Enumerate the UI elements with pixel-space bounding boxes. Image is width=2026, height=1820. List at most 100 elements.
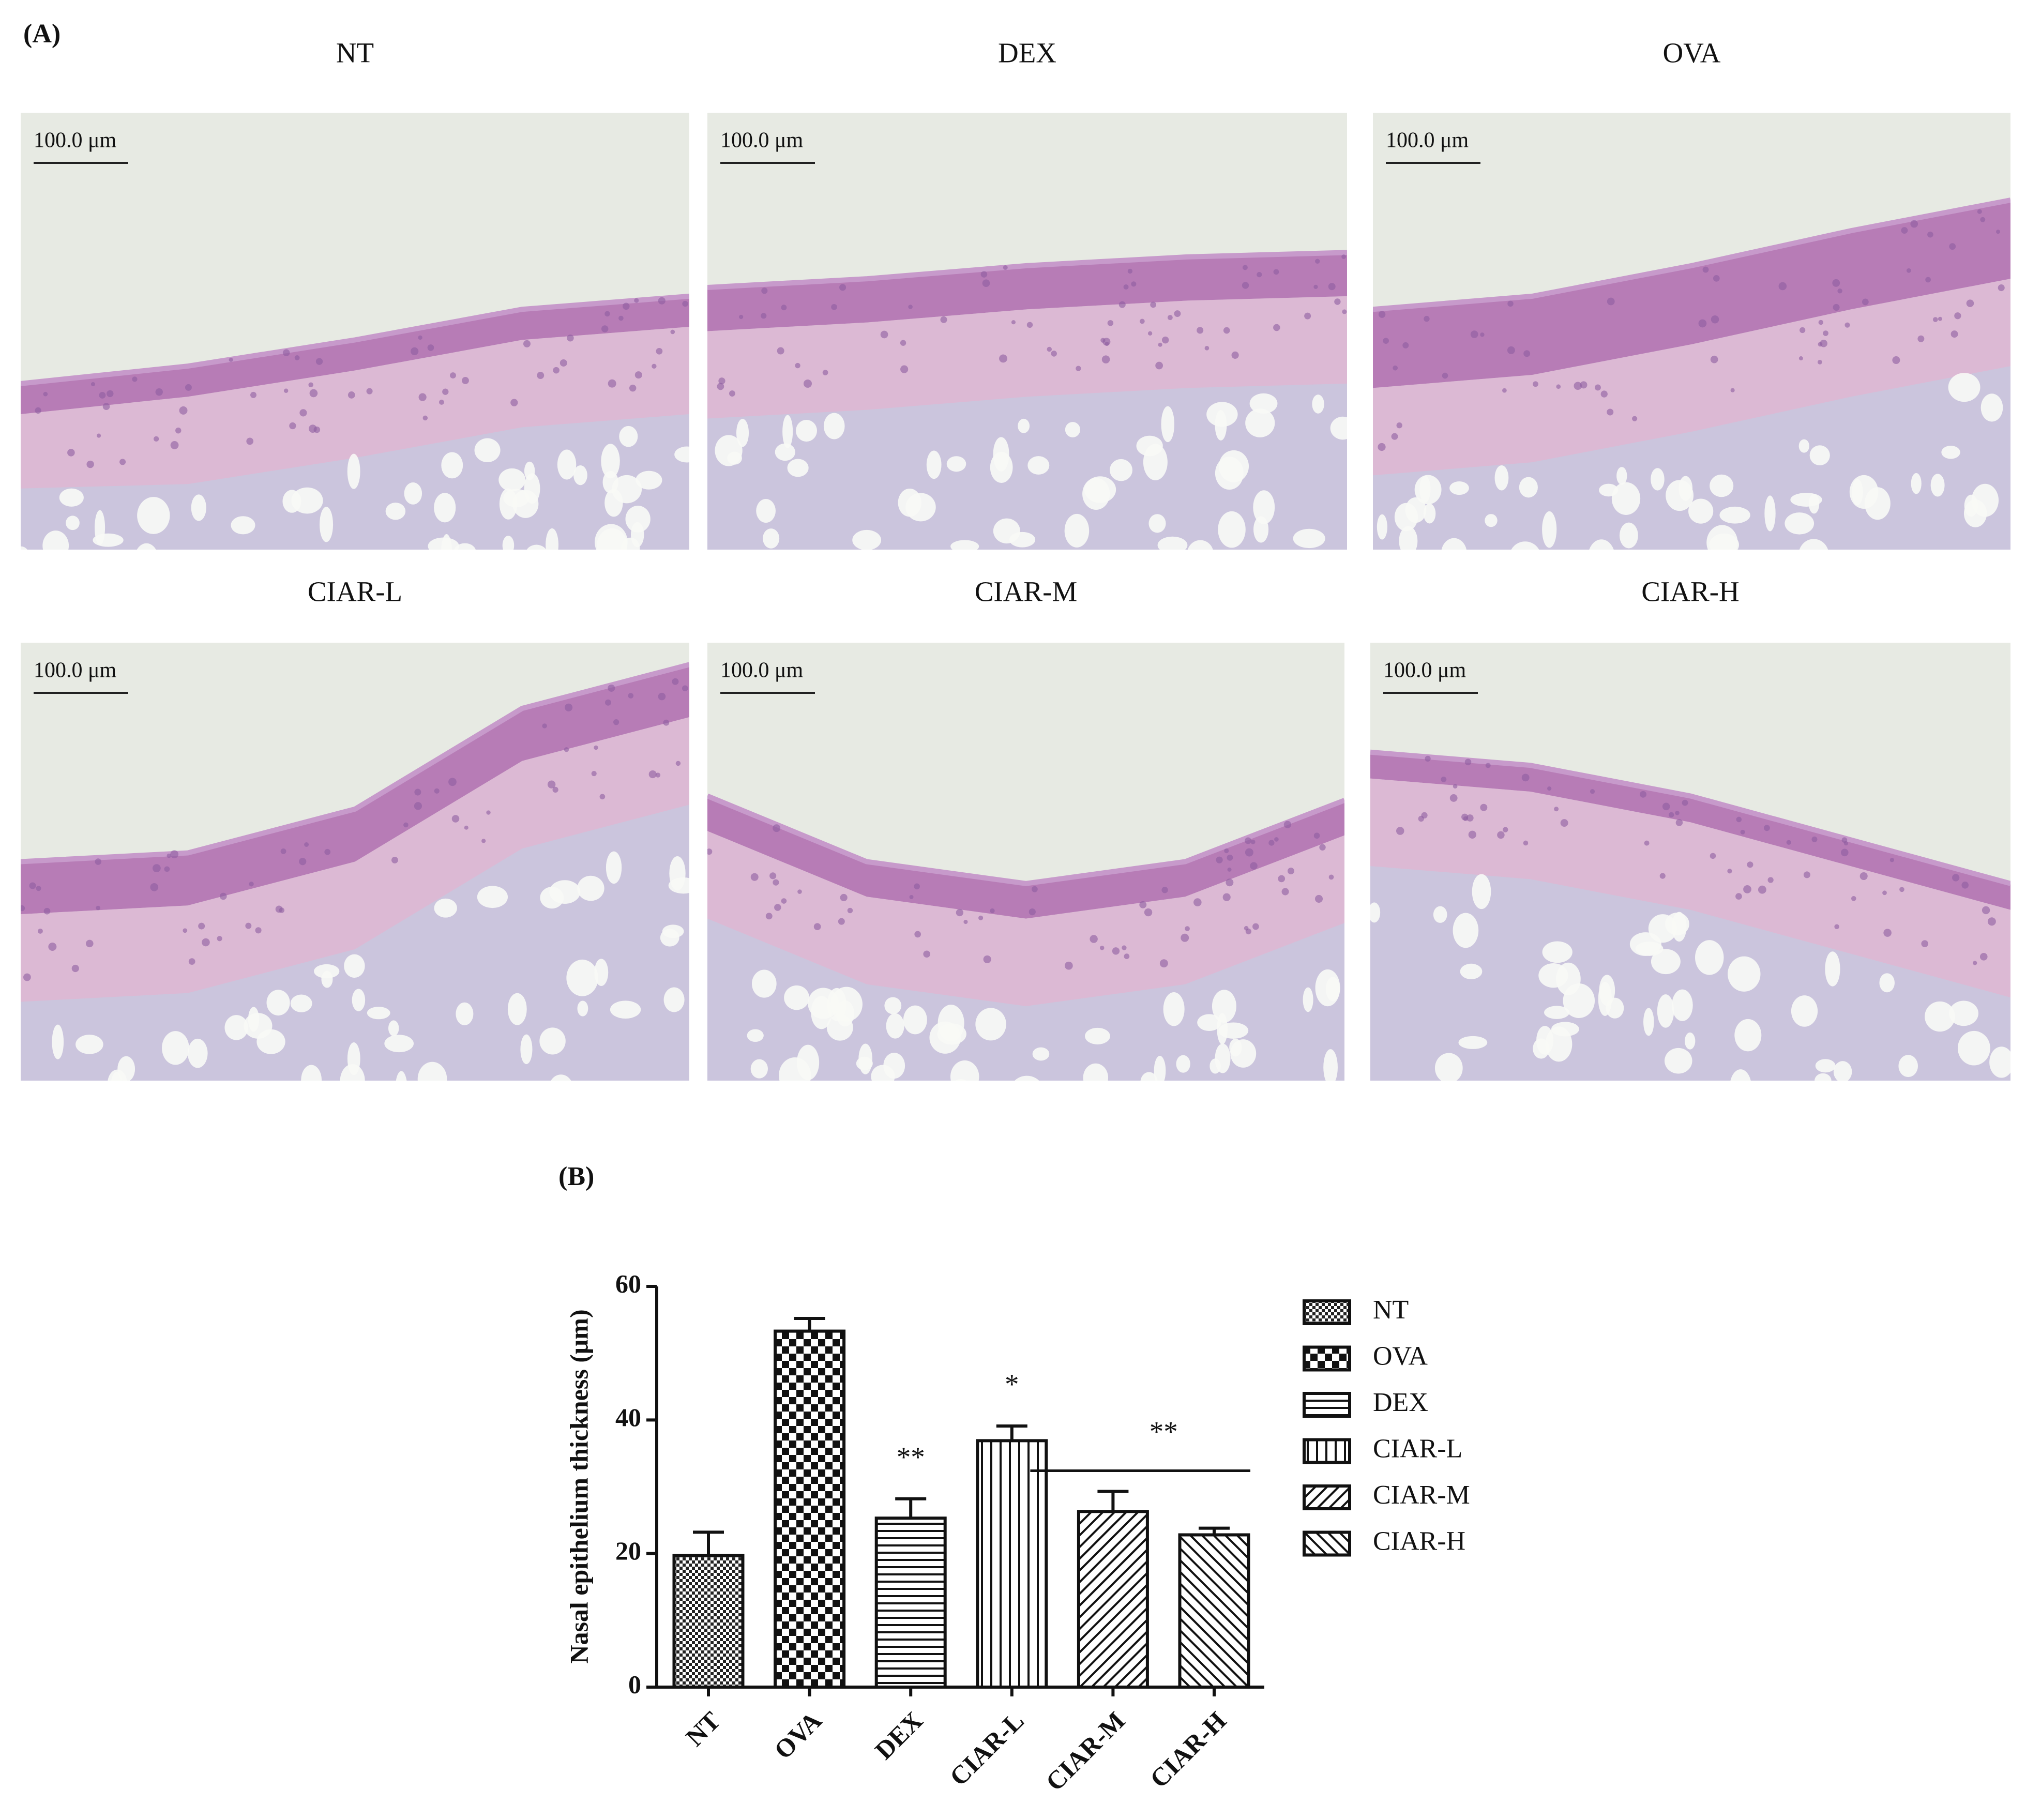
epithelium-edge	[1373, 198, 2010, 312]
nucleus	[1101, 355, 1110, 363]
cell-lacuna	[606, 851, 622, 884]
nucleus	[1834, 924, 1839, 930]
nucleus	[1921, 940, 1928, 947]
nucleus	[1711, 315, 1719, 324]
nucleus	[1778, 282, 1787, 291]
cell-lacuna	[636, 471, 662, 490]
nucleus	[1174, 310, 1181, 317]
bar	[1077, 1510, 1149, 1689]
nucleus	[1245, 837, 1252, 844]
nucleus	[1521, 774, 1530, 782]
nucleus	[132, 376, 138, 382]
nucleus	[675, 761, 681, 766]
nucleus	[656, 347, 663, 355]
nucleus	[1319, 844, 1326, 851]
cell-lacuna	[1215, 410, 1227, 441]
nucleus	[729, 390, 735, 397]
nucleus	[1485, 763, 1491, 768]
nucleus	[963, 919, 968, 924]
cell-lacuna	[1187, 540, 1213, 550]
nucleus	[1662, 802, 1670, 811]
cell-lacuna	[905, 493, 936, 522]
nucleus	[1710, 853, 1716, 859]
cartilage	[1370, 866, 2010, 1081]
nucleus	[838, 918, 845, 925]
cell-lacuna	[1948, 373, 1980, 402]
cell-lacuna	[1148, 514, 1166, 533]
nucleus	[908, 305, 913, 309]
cell-lacuna	[1015, 1075, 1039, 1081]
cell-lacuna	[498, 468, 526, 492]
cell-lacuna	[539, 1027, 566, 1055]
nucleus	[1675, 819, 1683, 826]
scale-label: 100.0 μm	[1386, 129, 1469, 153]
nucleus	[1105, 341, 1109, 346]
cell-lacuna	[404, 482, 422, 505]
nucleus	[1675, 811, 1680, 815]
nucleus	[1523, 350, 1531, 357]
cell-lacuna	[1672, 989, 1693, 1021]
cell-lacuna	[1898, 1055, 1918, 1078]
cell-lacuna	[1606, 997, 1624, 1019]
nucleus	[1466, 814, 1474, 822]
cell-lacuna	[231, 516, 255, 535]
nucleus	[1216, 856, 1223, 863]
cell-lacuna	[1589, 539, 1614, 550]
cell-lacuna	[520, 1034, 533, 1065]
nucleus	[464, 825, 468, 830]
cell-lacuna	[1849, 475, 1879, 509]
nucleus	[652, 363, 657, 369]
cell-lacuna	[884, 997, 902, 1014]
cartilage	[707, 383, 1347, 550]
nucleus	[795, 362, 800, 369]
nucleus	[43, 391, 48, 397]
nucleus	[1461, 813, 1469, 821]
cell-lacuna	[975, 1008, 1006, 1041]
bar	[874, 1516, 947, 1689]
nucleus	[1227, 867, 1232, 872]
cell-lacuna	[474, 438, 501, 463]
nucleus	[275, 905, 283, 913]
nucleus	[1786, 840, 1791, 845]
nucleus	[1139, 901, 1147, 908]
nucleus	[90, 382, 95, 387]
cell-lacuna	[946, 456, 966, 472]
nucleus	[1966, 299, 1974, 307]
nucleus	[648, 770, 657, 779]
nucleus	[1313, 284, 1318, 289]
cell-lacuna	[1293, 528, 1325, 549]
nucleus	[1682, 799, 1688, 806]
legend-label: CIAR-L	[1373, 1434, 1462, 1463]
cell-lacuna	[1330, 416, 1347, 440]
nucleus	[510, 399, 518, 406]
nucleus	[1283, 821, 1292, 828]
y-axis-label: Nasal epithelium thickness (μm)	[564, 1309, 593, 1663]
nucleus	[1951, 330, 1958, 338]
nucleus	[1502, 827, 1508, 832]
nucleus	[38, 928, 43, 934]
cell-lacuna	[784, 985, 810, 1010]
nucleus	[1735, 893, 1742, 900]
nucleus	[1274, 837, 1279, 842]
nucleus	[1378, 311, 1386, 318]
cell-lacuna	[301, 1065, 322, 1081]
panel-title: CIAR-H	[1641, 576, 1739, 608]
nucleus	[86, 460, 94, 468]
cell-lacuna	[751, 969, 777, 998]
nucleus	[1632, 416, 1638, 421]
nucleus	[940, 316, 947, 323]
nucleus	[1758, 885, 1766, 894]
cell-lacuna	[1399, 526, 1418, 550]
cell-lacuna	[396, 1071, 407, 1081]
nucleus	[628, 693, 634, 699]
nucleus	[414, 802, 422, 810]
nucleus	[658, 692, 666, 701]
nucleus	[1580, 381, 1587, 389]
cell-lacuna	[1790, 493, 1822, 507]
cell-lacuna	[137, 543, 156, 550]
cell-lacuna	[385, 503, 406, 520]
nucleus	[188, 958, 195, 965]
nucleus	[283, 388, 289, 393]
nucleus	[608, 379, 616, 388]
legend-swatch	[1303, 1345, 1351, 1372]
